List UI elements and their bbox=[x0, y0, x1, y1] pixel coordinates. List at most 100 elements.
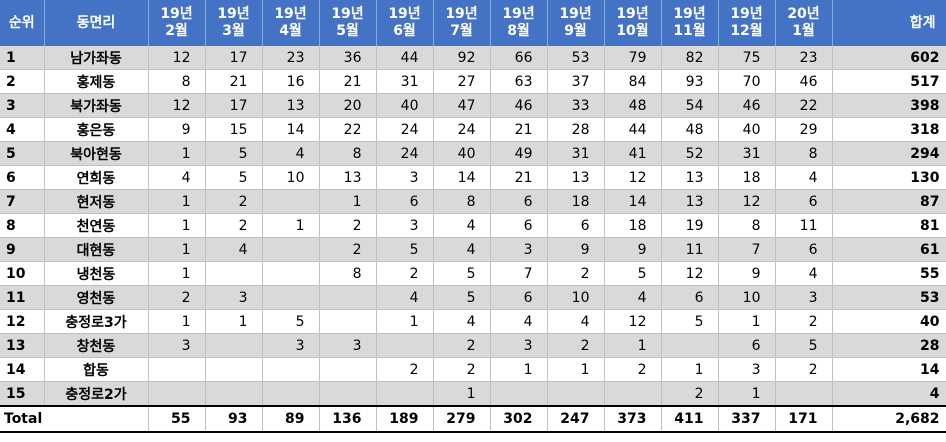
value-cell: 14 bbox=[604, 189, 662, 214]
table-row: 1 남가좌동 12 17 23 36 44 92 66 53 79 82 75 23 602 bbox=[0, 46, 946, 70]
dong-cell: 충정로2가 bbox=[44, 381, 149, 407]
month-header-year: 19년 bbox=[730, 6, 763, 22]
value-cell: 4 bbox=[547, 309, 605, 334]
table-row: 9 대현동 1 4 2 5 4 3 9 9 11 7 6 61 bbox=[0, 237, 946, 262]
value-cell: 46 bbox=[718, 93, 776, 118]
value-cell: 3 bbox=[376, 213, 434, 238]
value-cell: 4 bbox=[433, 213, 491, 238]
value-cell: 17 bbox=[205, 46, 263, 70]
value-cell: 24 bbox=[433, 117, 491, 142]
month-header-month: 10월 bbox=[616, 23, 649, 39]
value-cell: 2 bbox=[376, 261, 434, 286]
value-cell: 12 bbox=[148, 46, 206, 70]
month-header-month: 6월 bbox=[393, 23, 416, 39]
dong-cell: 대현동 bbox=[44, 237, 149, 262]
month-header-year: 19년 bbox=[388, 6, 421, 22]
value-cell bbox=[604, 381, 662, 407]
value-cell: 3 bbox=[490, 237, 548, 262]
value-cell: 41 bbox=[604, 141, 662, 166]
value-cell: 2 bbox=[319, 237, 377, 262]
sum-cell: 517 bbox=[832, 69, 946, 94]
value-cell: 2 bbox=[205, 189, 263, 214]
value-cell: 2 bbox=[148, 285, 206, 310]
rank-cell: 9 bbox=[0, 237, 45, 262]
month-header: 19년 12월 bbox=[718, 0, 776, 46]
dong-cell: 냉천동 bbox=[44, 261, 149, 286]
value-cell: 1 bbox=[433, 381, 491, 407]
value-cell: 2 bbox=[775, 309, 833, 334]
value-cell bbox=[205, 357, 263, 382]
value-cell bbox=[262, 285, 320, 310]
dong-cell: 현저동 bbox=[44, 189, 149, 214]
value-cell: 1 bbox=[604, 333, 662, 358]
value-cell: 7 bbox=[490, 261, 548, 286]
value-cell: 8 bbox=[319, 141, 377, 166]
table-row: 15 충정로2가 1 2 1 4 bbox=[0, 381, 946, 407]
month-header-month: 5월 bbox=[336, 23, 359, 39]
total-value-cell: 93 bbox=[205, 405, 263, 433]
header-row: 순위 동면리 19년 2월 19년 3월 19년 4월 19년 5월 19년 6월 19년 7월 19년… bbox=[0, 0, 946, 46]
month-header-year: 19년 bbox=[559, 6, 592, 22]
table-row: 13 창천동 3 3 3 2 3 2 1 6 5 28 bbox=[0, 333, 946, 358]
value-cell: 2 bbox=[376, 357, 434, 382]
value-cell: 23 bbox=[775, 46, 833, 70]
value-cell bbox=[262, 237, 320, 262]
table-row: 10 냉천동 1 8 2 5 7 2 5 12 9 4 55 bbox=[0, 261, 946, 286]
value-cell: 22 bbox=[775, 93, 833, 118]
value-cell: 2 bbox=[604, 357, 662, 382]
value-cell: 1 bbox=[718, 309, 776, 334]
value-cell: 31 bbox=[547, 141, 605, 166]
sum-cell: 130 bbox=[832, 165, 946, 190]
value-cell bbox=[319, 309, 377, 334]
sum-cell: 55 bbox=[832, 261, 946, 286]
value-cell: 1 bbox=[547, 357, 605, 382]
value-cell: 54 bbox=[661, 93, 719, 118]
value-cell: 6 bbox=[490, 213, 548, 238]
value-cell: 2 bbox=[433, 357, 491, 382]
value-cell: 4 bbox=[433, 237, 491, 262]
value-cell bbox=[490, 381, 548, 407]
value-cell: 2 bbox=[319, 213, 377, 238]
value-cell: 82 bbox=[661, 46, 719, 70]
value-cell: 10 bbox=[718, 285, 776, 310]
value-cell bbox=[319, 381, 377, 407]
value-cell: 29 bbox=[775, 117, 833, 142]
value-cell: 8 bbox=[433, 189, 491, 214]
rank-cell: 15 bbox=[0, 381, 45, 407]
dong-cell: 합동 bbox=[44, 357, 149, 382]
value-cell: 15 bbox=[205, 117, 263, 142]
value-cell: 3 bbox=[490, 333, 548, 358]
value-cell bbox=[148, 357, 206, 382]
value-cell: 9 bbox=[547, 237, 605, 262]
total-value-cell: 373 bbox=[604, 405, 662, 433]
rank-cell: 12 bbox=[0, 309, 45, 334]
value-cell: 5 bbox=[433, 285, 491, 310]
value-cell: 5 bbox=[376, 237, 434, 262]
value-cell: 92 bbox=[433, 46, 491, 70]
sum-cell: 14 bbox=[832, 357, 946, 382]
rank-cell: 14 bbox=[0, 357, 45, 382]
value-cell bbox=[262, 357, 320, 382]
month-header-year: 19년 bbox=[673, 6, 706, 22]
value-cell bbox=[205, 381, 263, 407]
value-cell: 3 bbox=[376, 165, 434, 190]
total-value-cell: 55 bbox=[148, 405, 206, 433]
total-label: Total bbox=[0, 405, 149, 433]
value-cell: 27 bbox=[433, 69, 491, 94]
value-cell: 1 bbox=[262, 213, 320, 238]
value-cell: 13 bbox=[547, 165, 605, 190]
value-cell: 66 bbox=[490, 46, 548, 70]
value-cell bbox=[547, 381, 605, 407]
total-value-cell: 279 bbox=[433, 405, 491, 433]
value-cell bbox=[376, 381, 434, 407]
month-header-year: 19년 bbox=[217, 6, 250, 22]
month-header: 19년 4월 bbox=[262, 0, 320, 46]
value-cell: 6 bbox=[547, 213, 605, 238]
table-row: 7 현저동 1 2 1 6 8 6 18 14 13 12 6 87 bbox=[0, 189, 946, 214]
dong-cell: 남가좌동 bbox=[44, 46, 149, 70]
value-cell: 3 bbox=[262, 333, 320, 358]
month-header-month: 1월 bbox=[792, 23, 815, 39]
value-cell: 8 bbox=[148, 69, 206, 94]
total-value-cell: 247 bbox=[547, 405, 605, 433]
total-sum-cell: 2,682 bbox=[832, 405, 946, 433]
